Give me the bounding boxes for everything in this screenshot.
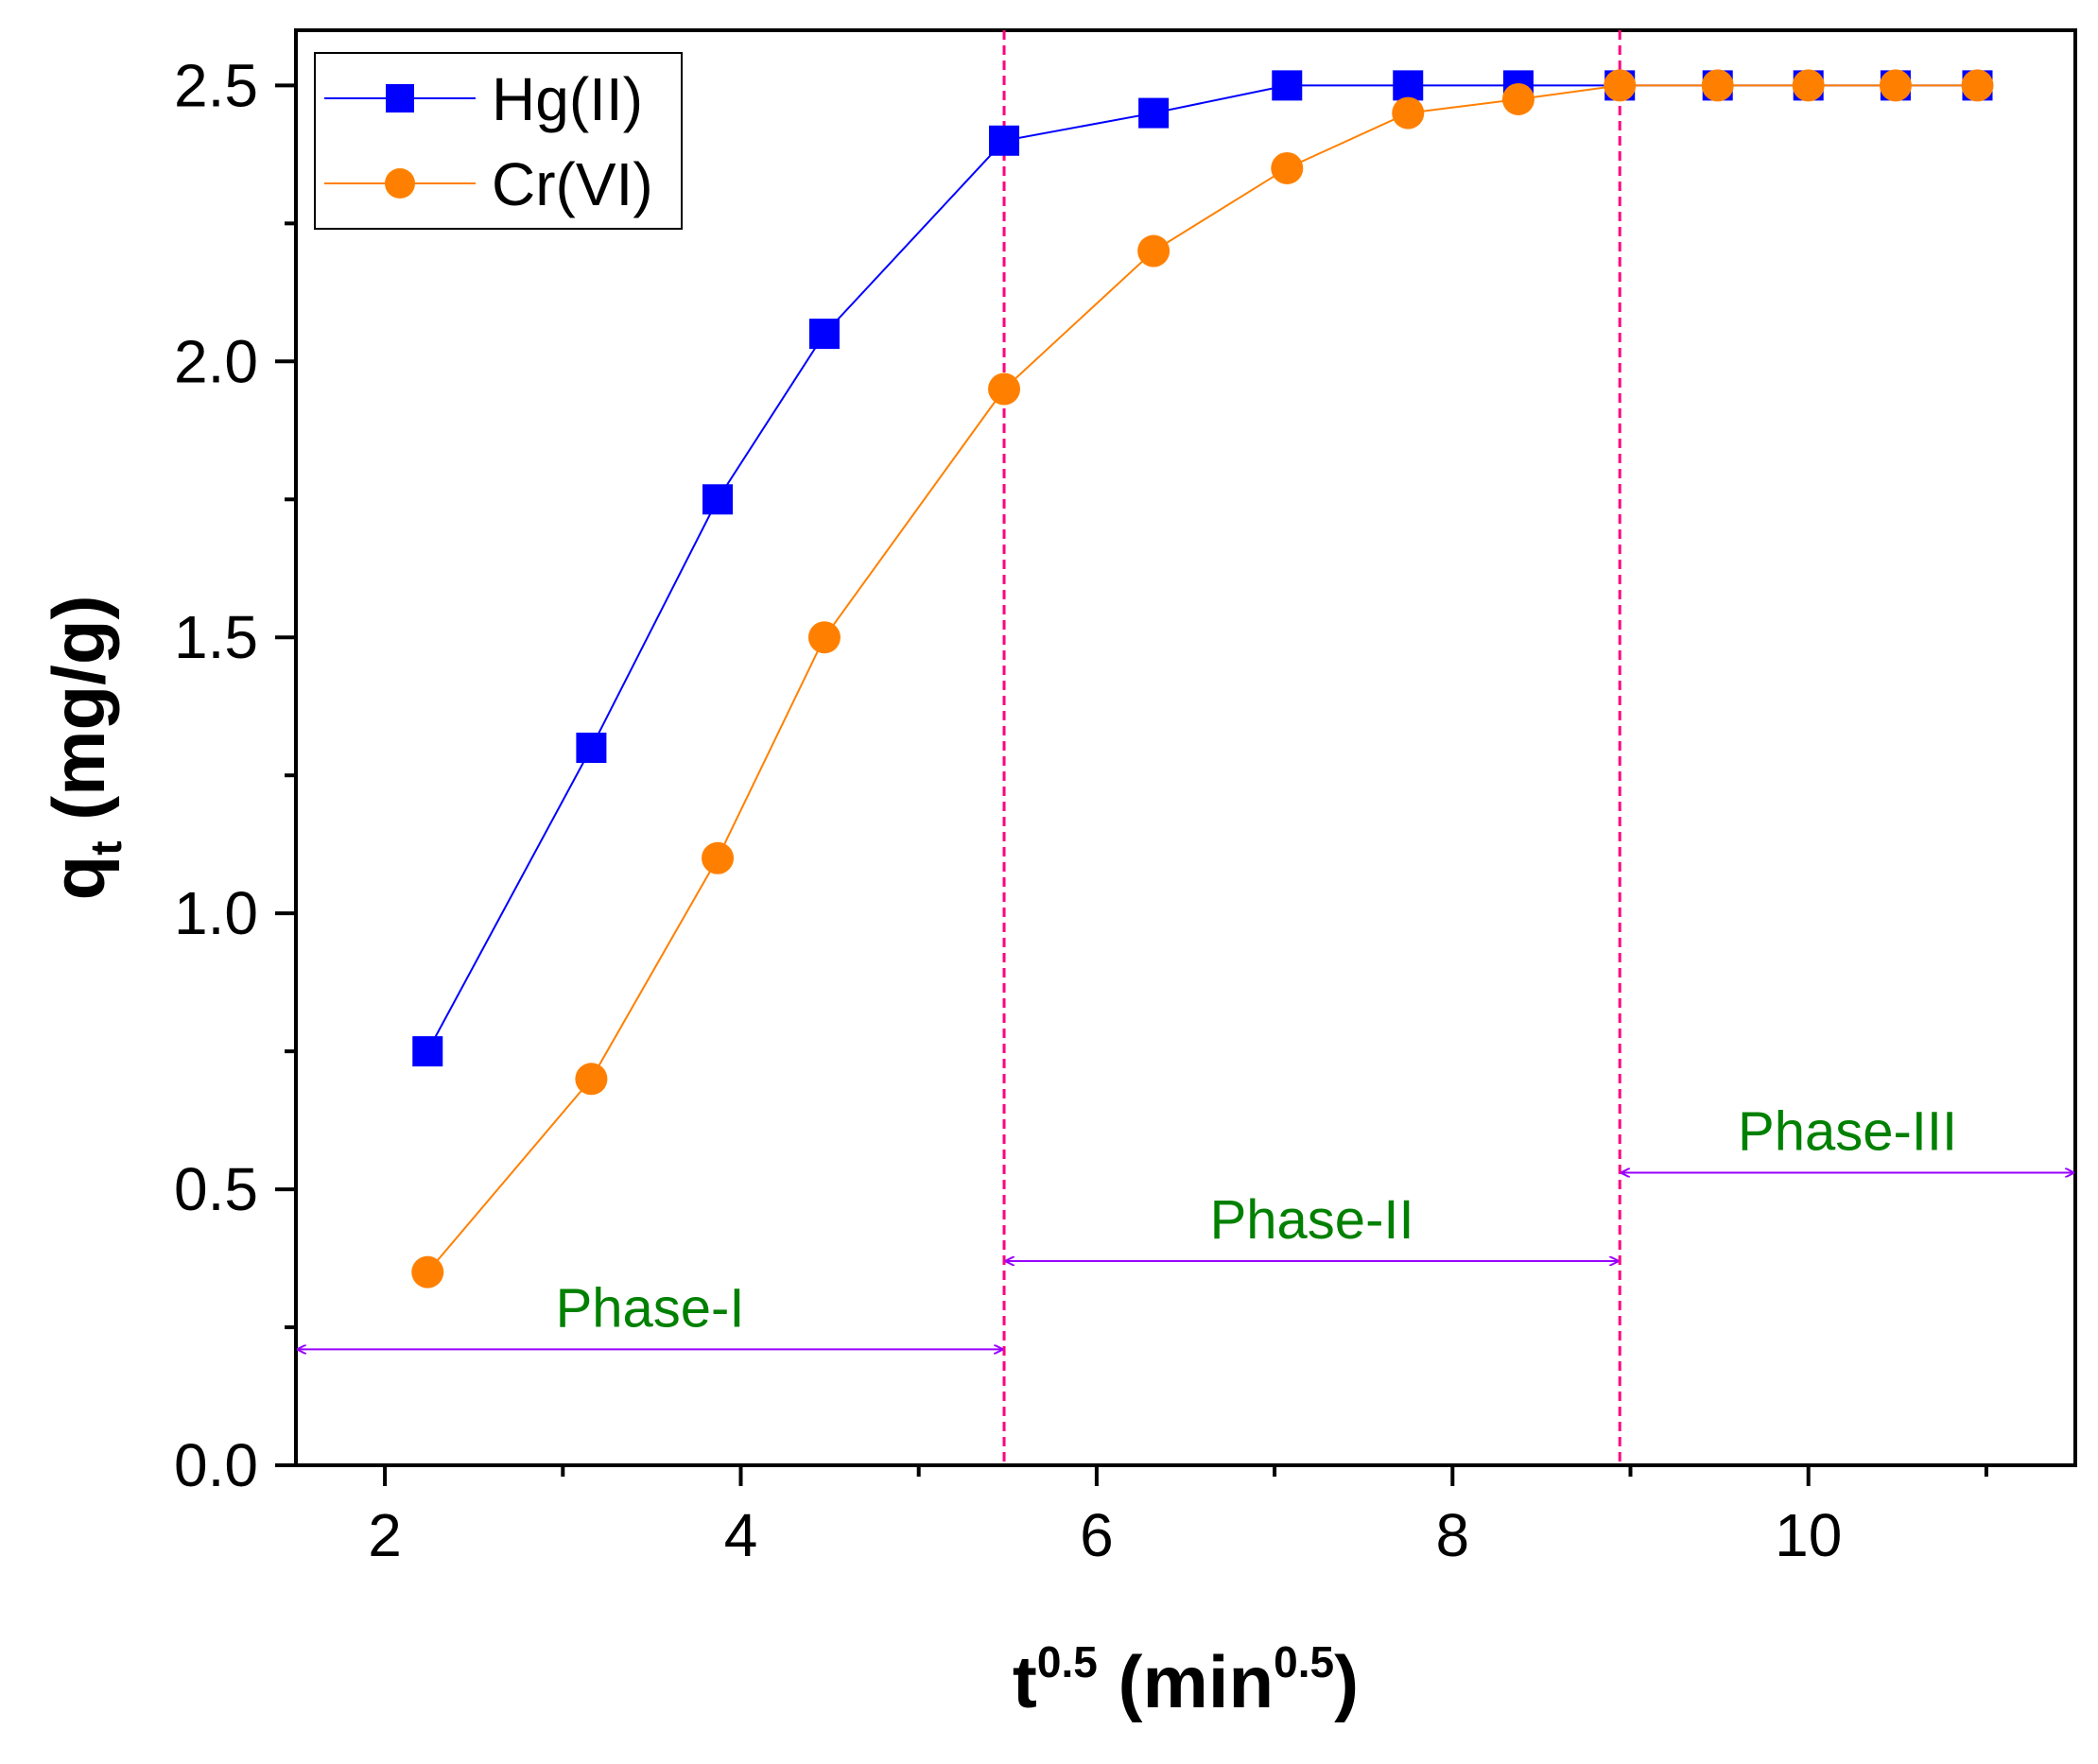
x-axis: 2 4 6 8 10 [368,1465,1988,1569]
x-tick-label: 10 [1775,1501,1842,1569]
x-axis-title-unit-sup: 0.5 [1274,1637,1334,1686]
data-point-hg [989,125,1020,156]
plot-area-frame [294,28,2077,1467]
y-tick-label: 2.5 [174,51,258,119]
x-tick-label: 6 [1080,1501,1114,1569]
x-axis-title-base: t [1013,1640,1037,1723]
data-point-cr [702,841,735,874]
data-point-hg [412,1036,443,1067]
phase-label: Phase-III [1738,1101,1957,1163]
y-axis-title: qt (mg/g) [37,596,130,901]
x-tick-label: 2 [368,1501,402,1569]
legend: Hg(II) Cr(VI) [314,52,683,230]
y-tick-label: 2.0 [174,327,258,395]
data-point-cr [1137,234,1170,268]
y-axis-title-sub: t [81,840,130,855]
y-tick-label: 1.0 [174,879,258,947]
y-tick-label: 0.5 [174,1155,258,1223]
legend-box [314,52,683,230]
data-point-cr [1879,69,1912,102]
x-axis-title-sup: 0.5 [1037,1637,1098,1686]
x-tick-label: 4 [724,1501,758,1569]
y-tick-label: 0.0 [174,1431,258,1499]
x-axis-title-unit-close: ) [1334,1640,1359,1723]
phase-boundaries [1002,30,1621,1465]
series-markers [411,69,1994,1288]
data-point-cr [1792,69,1825,102]
data-point-cr [1604,69,1637,102]
data-point-cr [575,1063,608,1096]
legend-marker-cr [385,168,415,199]
data-point-cr [1271,151,1304,184]
data-point-hg [702,484,734,515]
legend-marker-hg [386,84,414,112]
legend-label-cr: Cr(VI) [492,150,653,218]
x-tick-label: 8 [1436,1501,1470,1569]
y-axis: 0.0 0.5 1.0 1.5 2.0 2.5 [174,51,296,1499]
data-point-hg [1272,70,1303,101]
y-tick-label: 1.5 [174,603,258,671]
data-point-cr [1392,96,1425,130]
data-point-hg [808,319,840,350]
phase-label: Phase-II [1210,1189,1414,1251]
y-axis-title-base: q [37,856,120,901]
x-axis-title-unit-open: (min [1098,1640,1274,1723]
data-point-cr [1961,69,1994,102]
y-axis-title-unit: (mg/g) [37,596,120,841]
legend-label-hg: Hg(II) [492,65,643,133]
data-point-hg [576,733,607,763]
data-point-cr [1701,69,1734,102]
data-point-cr [1501,82,1534,115]
phase-label: Phase-I [556,1277,745,1339]
data-point-hg [1393,70,1424,101]
data-point-hg [1138,97,1170,129]
data-point-cr [411,1255,444,1288]
x-axis-title: t0.5 (min0.5) [1013,1637,1359,1723]
phase-annotations: Phase-I Phase-II Phase-III [298,1101,2073,1350]
data-point-cr [988,372,1021,406]
data-point-cr [807,621,841,654]
